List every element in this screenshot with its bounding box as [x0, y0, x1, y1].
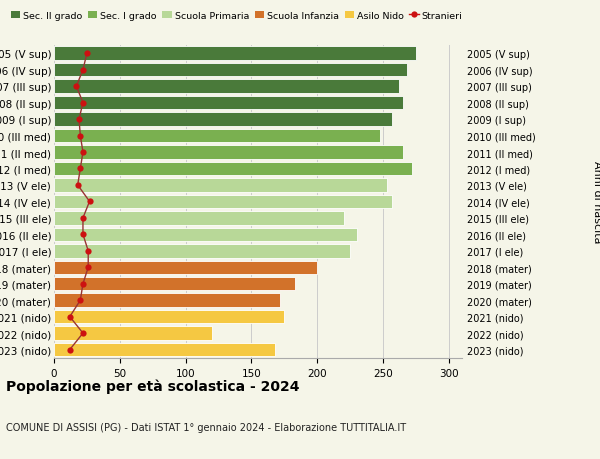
Bar — [54, 261, 317, 274]
Bar — [54, 97, 403, 110]
Bar — [54, 327, 212, 340]
Bar — [54, 212, 344, 225]
Bar — [54, 195, 392, 209]
Legend: Sec. II grado, Sec. I grado, Scuola Primaria, Scuola Infanzia, Asilo Nido, Stran: Sec. II grado, Sec. I grado, Scuola Prim… — [11, 11, 463, 21]
Bar — [54, 146, 403, 159]
Bar — [54, 310, 284, 324]
Bar — [54, 245, 350, 258]
Text: Popolazione per età scolastica - 2024: Popolazione per età scolastica - 2024 — [6, 379, 299, 393]
Bar — [54, 228, 357, 241]
Bar — [54, 129, 380, 143]
Bar — [54, 80, 399, 94]
Bar — [54, 162, 412, 176]
Bar — [54, 64, 407, 77]
Text: Anni di nascita: Anni di nascita — [592, 161, 600, 243]
Bar — [54, 277, 295, 291]
Bar — [54, 113, 392, 127]
Bar — [54, 343, 275, 357]
Bar — [54, 179, 387, 192]
Text: COMUNE DI ASSISI (PG) - Dati ISTAT 1° gennaio 2024 - Elaborazione TUTTITALIA.IT: COMUNE DI ASSISI (PG) - Dati ISTAT 1° ge… — [6, 422, 406, 432]
Bar — [54, 294, 280, 307]
Bar — [54, 47, 416, 61]
